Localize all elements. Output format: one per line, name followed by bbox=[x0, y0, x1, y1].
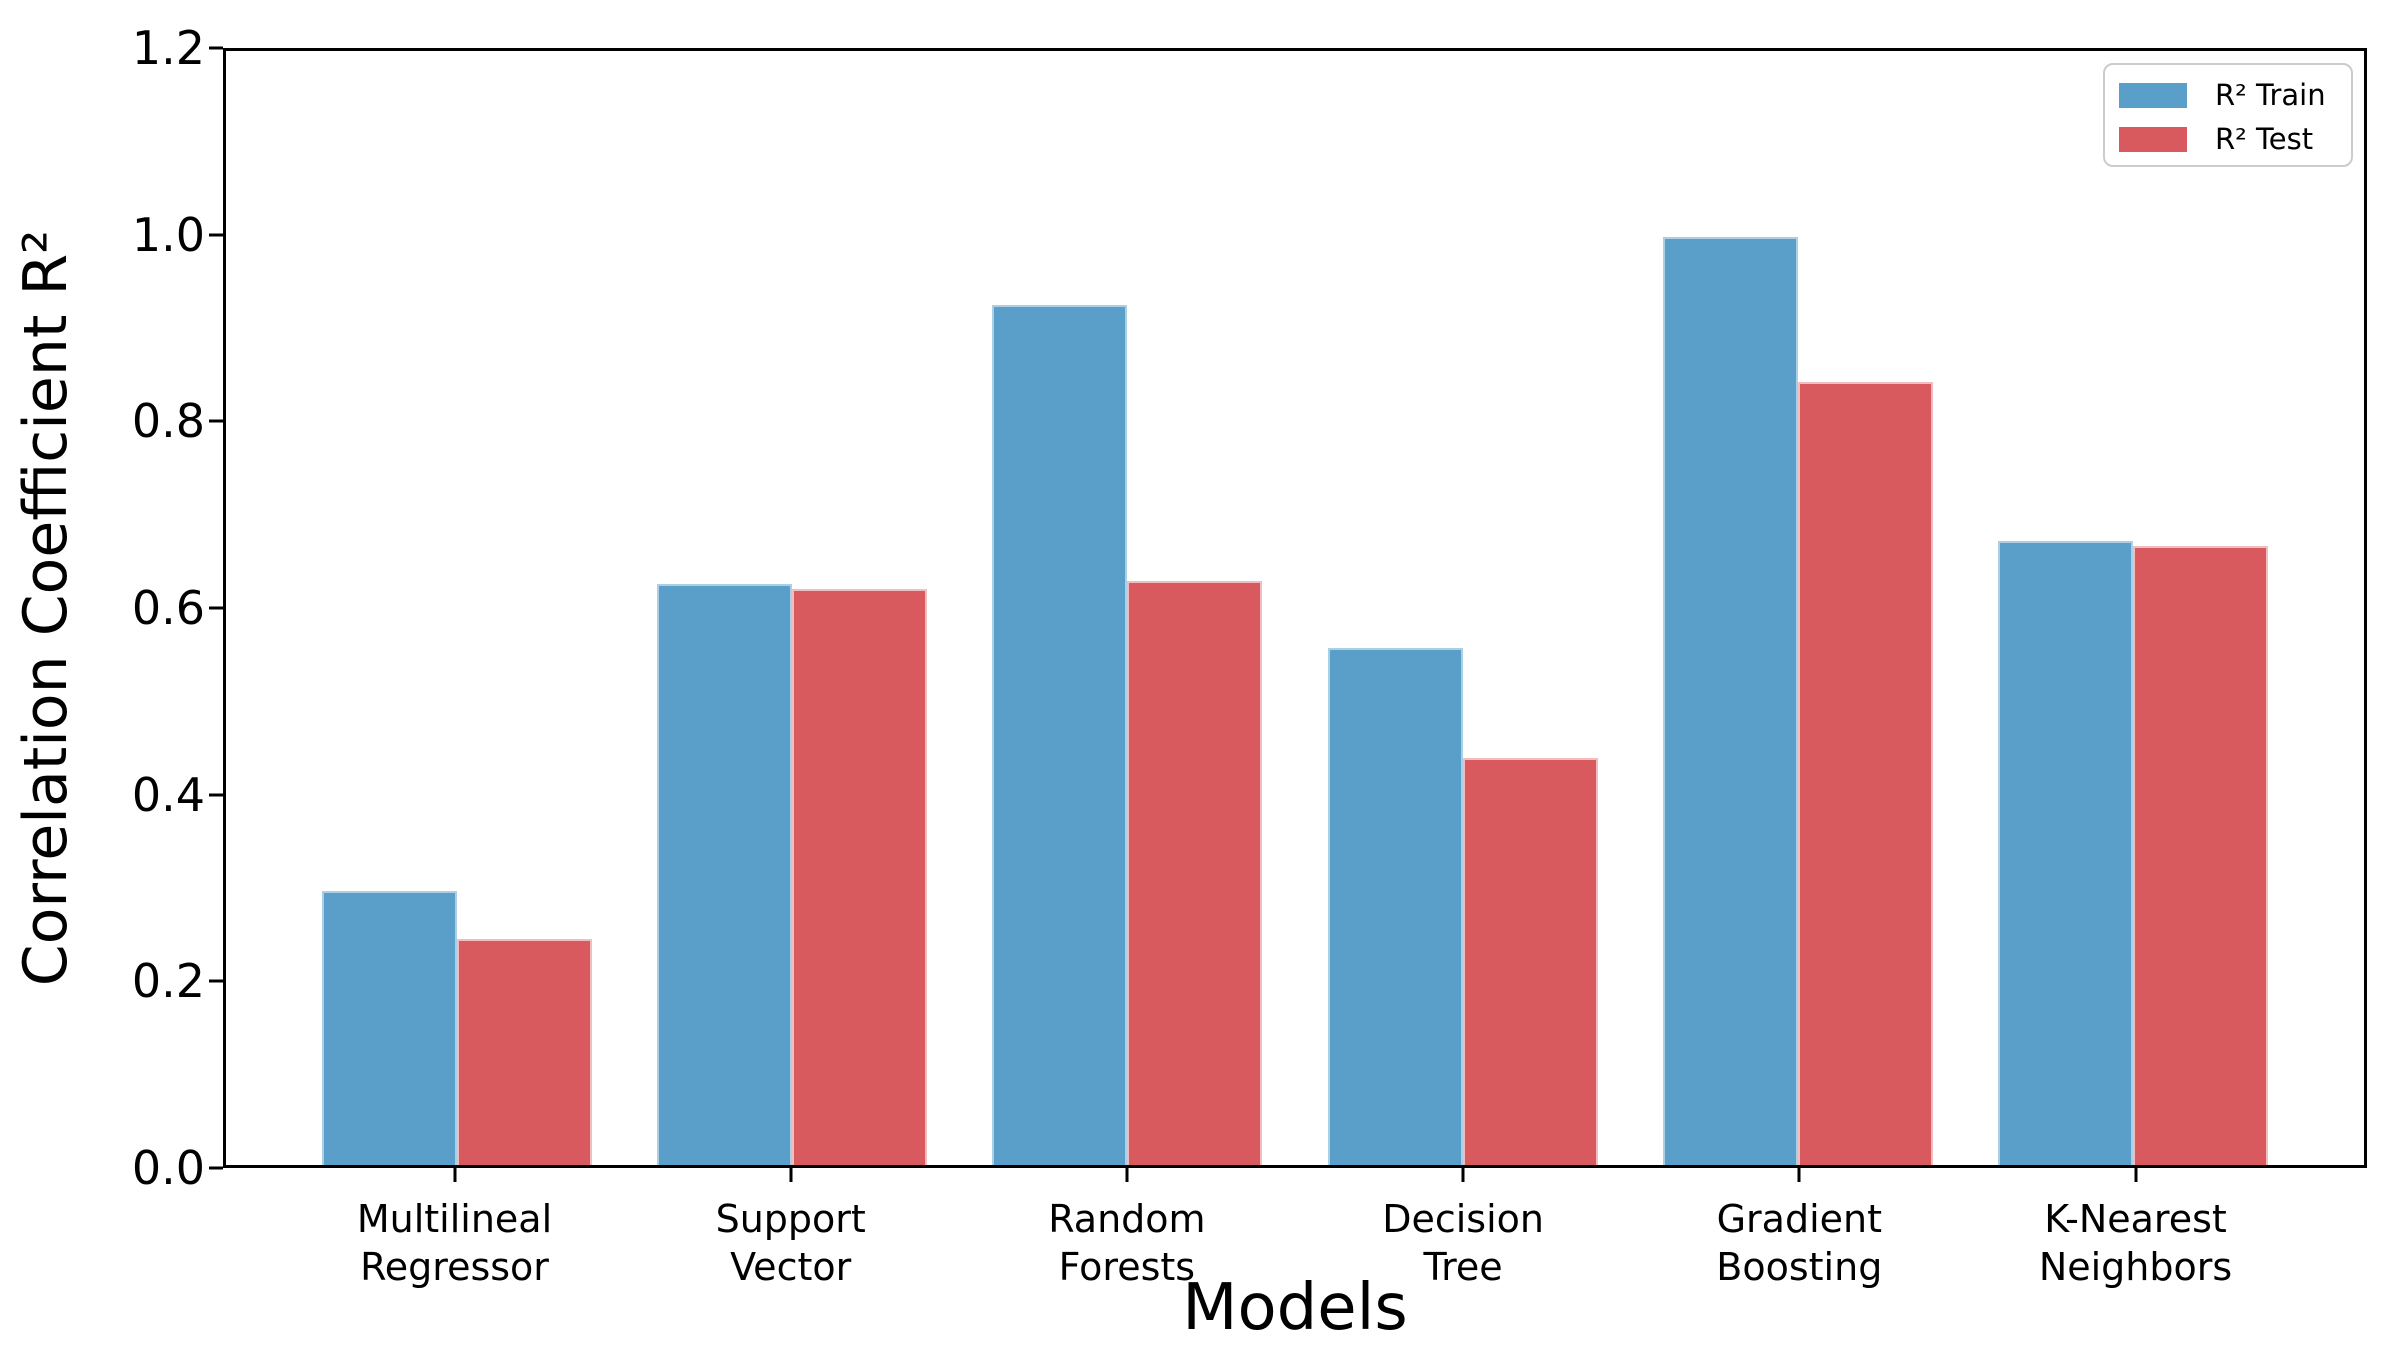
y-tick-label-0.6: 0.6 bbox=[131, 581, 205, 635]
y-tick-mark bbox=[209, 46, 223, 50]
y-tick-mark bbox=[209, 419, 223, 423]
x-tick-mark bbox=[2134, 1168, 2137, 1182]
y-tick-mark bbox=[209, 793, 223, 797]
y-tick-mark bbox=[209, 606, 223, 610]
y-tick-mark bbox=[209, 1166, 223, 1170]
x-tick-mark bbox=[1461, 1168, 1465, 1182]
x-tick-label-gradient-boosting: Gradient Boosting bbox=[1716, 1197, 1883, 1289]
x-tick-label-k-nearest-neighbors: K-Nearest Neighbors bbox=[2038, 1197, 2233, 1289]
y-tick-mark bbox=[209, 233, 223, 237]
legend-swatch-r-test bbox=[2119, 126, 2187, 152]
bar-r-train-k-nearest-neighbors bbox=[1998, 541, 2134, 1165]
x-tick-label-multilineal-regressor: Multilineal Regressor bbox=[356, 1197, 553, 1289]
bar-r-test-support-vector bbox=[792, 588, 928, 1165]
y-tick-label-0.4: 0.4 bbox=[131, 767, 205, 822]
y-tick-label-0.0: 0.0 bbox=[131, 1141, 205, 1195]
bar-r-test-multilineal-regressor bbox=[456, 939, 592, 1165]
legend-swatch-r-train bbox=[2119, 82, 2187, 108]
bar-r-train-multilineal-regressor bbox=[321, 891, 457, 1165]
x-tick-label-random-forests: Random Forests bbox=[1048, 1197, 1206, 1289]
legend-label-r-test: R² Test bbox=[2215, 121, 2314, 156]
x-tick-mark bbox=[1797, 1168, 1801, 1182]
legend-label-r-train: R² Train bbox=[2215, 77, 2326, 112]
plot-area bbox=[223, 48, 2367, 1168]
y-tick-label-0.8: 0.8 bbox=[131, 394, 205, 449]
bar-r-test-k-nearest-neighbors bbox=[2133, 545, 2269, 1165]
x-axis-title: Models bbox=[1182, 1271, 1408, 1345]
legend-item-r-train: R² Train bbox=[2105, 73, 2351, 117]
y-tick-label-1.0: 1.0 bbox=[131, 207, 205, 262]
x-tick-label-decision-tree: Decision Tree bbox=[1382, 1197, 1544, 1289]
bar-r-train-gradient-boosting bbox=[1662, 236, 1798, 1165]
x-tick-mark bbox=[453, 1168, 456, 1182]
bar-r-test-random-forests bbox=[1127, 581, 1263, 1165]
bar-r-train-support-vector bbox=[656, 583, 793, 1165]
bar-r-train-random-forests bbox=[992, 305, 1128, 1165]
y-tick-mark bbox=[209, 979, 223, 983]
y-tick-label-0.2: 0.2 bbox=[131, 954, 205, 1009]
legend: R² Train R² Test bbox=[2103, 63, 2353, 167]
bar-r-train-decision-tree bbox=[1327, 647, 1463, 1165]
x-tick-mark bbox=[789, 1168, 793, 1182]
x-tick-label-support-vector: Support Vector bbox=[715, 1197, 866, 1289]
x-tick-mark bbox=[1125, 1168, 1129, 1182]
legend-item-r-test: R² Test bbox=[2105, 117, 2351, 161]
y-tick-label-1.2: 1.2 bbox=[131, 21, 205, 75]
bar-r-test-gradient-boosting bbox=[1797, 382, 1933, 1165]
bar-r-test-decision-tree bbox=[1462, 758, 1598, 1165]
